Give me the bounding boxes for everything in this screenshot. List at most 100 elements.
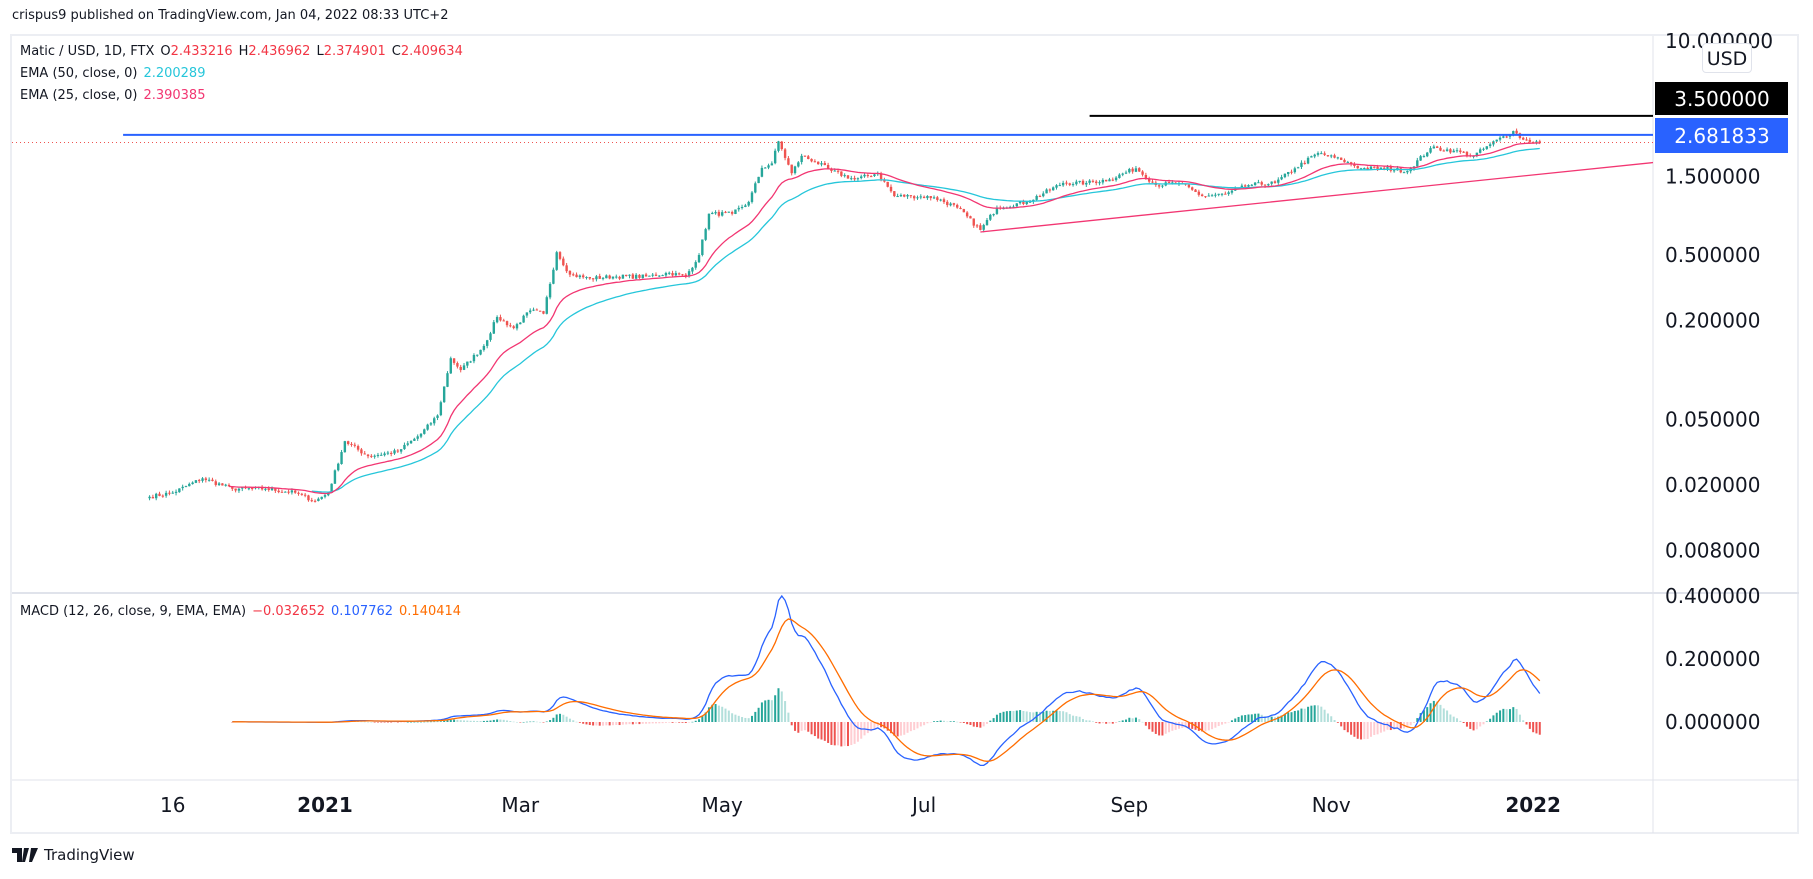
ema25-legend[interactable]: EMA (25, close, 0) 2.390385 <box>20 88 211 103</box>
candle-body <box>562 258 565 266</box>
candle-body <box>889 186 893 192</box>
candle-body <box>631 274 635 279</box>
macd-histogram-bar <box>370 721 373 723</box>
macd-histogram-bar <box>486 720 489 722</box>
macd-histogram-bar <box>443 720 446 722</box>
macd-histogram-bar <box>976 722 979 728</box>
macd-histogram-bar <box>1343 722 1346 731</box>
macd-histogram-bar <box>585 722 588 725</box>
candle-body <box>1432 146 1436 149</box>
currency-button[interactable]: USD <box>1702 43 1752 73</box>
macd-histogram-bar <box>1108 722 1111 724</box>
candle-body <box>668 272 671 274</box>
candle-body <box>595 276 598 280</box>
macd-signal-value: 0.140414 <box>399 604 462 619</box>
macd-pane[interactable] <box>231 594 1541 767</box>
macd-histogram-bar <box>396 722 399 723</box>
macd-histogram-bar <box>1009 710 1012 722</box>
price-axis[interactable]: 10.0000001.5000000.5000000.2000000.05000… <box>1665 29 1773 734</box>
candle-body <box>247 488 251 490</box>
candle-body <box>1492 141 1495 145</box>
candle-body <box>552 269 555 284</box>
candle-body <box>1498 137 1502 140</box>
candle-body <box>1525 139 1528 141</box>
macd-histogram-bar <box>1148 722 1151 730</box>
candle-body <box>241 487 244 489</box>
candle-body <box>1042 193 1045 197</box>
macd-histogram-bar <box>757 707 760 722</box>
macd-histogram-bar <box>598 722 601 726</box>
macd-histogram-bar <box>373 722 376 723</box>
candle-body <box>303 494 307 496</box>
trendline[interactable] <box>980 153 1745 233</box>
candle-body <box>171 492 174 494</box>
ema25-value: 2.390385 <box>143 88 206 103</box>
candle-body <box>1283 173 1287 178</box>
macd-histogram-bar <box>1072 715 1075 722</box>
candle-body <box>1296 167 1300 169</box>
chart-frame <box>10 34 1799 834</box>
macd-histogram-bar <box>820 722 823 740</box>
candle-body <box>826 164 830 169</box>
macd-histogram-bar <box>1161 722 1164 736</box>
macd-histogram-bar <box>1512 707 1515 722</box>
candle-body <box>1392 170 1396 172</box>
candle-body <box>717 211 721 216</box>
candle-body <box>406 443 409 445</box>
macd-histogram-bar <box>1446 710 1449 722</box>
macd-histogram-bar <box>962 722 965 723</box>
macd-histogram-bar <box>423 721 426 723</box>
candle-body <box>164 492 168 496</box>
candle-body <box>214 481 217 485</box>
candle-body <box>701 239 704 255</box>
macd-histogram-bar <box>876 722 879 727</box>
candle-body <box>1121 173 1124 175</box>
macd-histogram-bar <box>1412 722 1415 723</box>
macd-histogram-bar <box>1419 713 1422 722</box>
candle-body <box>899 194 903 197</box>
candle-body <box>436 415 439 418</box>
macd-histogram-bar <box>926 722 929 724</box>
candle-body <box>575 274 578 278</box>
candle-body <box>1402 172 1406 174</box>
candle-body <box>919 196 922 198</box>
macd-tick-label: 0.400000 <box>1665 584 1760 608</box>
candle-body <box>1303 162 1306 164</box>
macd-histogram-bar <box>724 708 727 722</box>
macd-histogram-bar <box>1151 722 1154 732</box>
macd-histogram-bar <box>595 722 598 726</box>
candle-body <box>1339 157 1343 160</box>
candle-body <box>1197 191 1201 195</box>
candle-body <box>1356 165 1359 169</box>
macd-histogram-bar <box>1469 722 1472 729</box>
candle-body <box>433 418 436 424</box>
time-axis[interactable]: 16 2021 Mar May Jul Sep Nov 2022 <box>160 793 1561 817</box>
candle-body <box>648 275 651 277</box>
macd-histogram-bar <box>1058 711 1061 722</box>
macd-histogram-bar <box>698 719 701 722</box>
tradingview-footer[interactable]: TradingView <box>12 846 135 864</box>
ema50-legend[interactable]: EMA (50, close, 0) 2.200289 <box>20 66 211 81</box>
macd-histogram-bar <box>449 719 452 722</box>
candle-body <box>1210 195 1214 197</box>
ema50-label: EMA (50, close, 0) <box>20 66 138 81</box>
candle-body <box>313 500 317 502</box>
macd-histogram-bar <box>840 722 843 747</box>
macd-histogram-bar <box>1452 716 1455 722</box>
candle-body <box>512 326 515 329</box>
price-pane[interactable] <box>12 114 1745 503</box>
macd-histogram-bar <box>1230 720 1233 722</box>
candle-body <box>1538 141 1541 143</box>
macd-histogram-bar <box>1085 720 1088 722</box>
candle-body <box>1200 194 1204 197</box>
candle-body <box>1243 185 1247 187</box>
symbol-title[interactable]: Matic / USD, 1D, FTX <box>20 44 155 59</box>
macd-histogram-bar <box>635 722 638 725</box>
macd-histogram-bar <box>492 719 495 722</box>
candle-body <box>396 450 400 452</box>
macd-histogram-bar <box>952 721 955 722</box>
macd-legend[interactable]: MACD (12, 26, close, 9, EMA, EMA) −0.0326… <box>20 604 467 619</box>
candle-body <box>790 164 793 174</box>
candle-body <box>823 163 827 166</box>
